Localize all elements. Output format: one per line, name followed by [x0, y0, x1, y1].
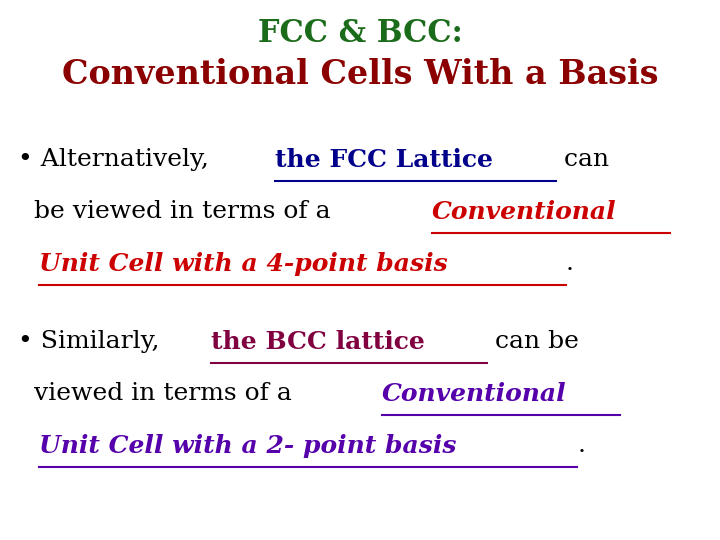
Text: Conventional: Conventional — [382, 382, 567, 406]
Text: .: . — [577, 434, 585, 457]
Text: Conventional Cells With a Basis: Conventional Cells With a Basis — [62, 58, 658, 91]
Text: Unit Cell with a 4-point basis: Unit Cell with a 4-point basis — [39, 252, 447, 276]
Text: • Alternatively,: • Alternatively, — [18, 148, 217, 171]
Text: Conventional: Conventional — [432, 200, 616, 224]
Text: • Similarly,: • Similarly, — [18, 330, 168, 353]
Text: .: . — [566, 252, 574, 275]
Text: be viewed in terms of a: be viewed in terms of a — [18, 200, 338, 223]
Text: the FCC Lattice: the FCC Lattice — [274, 148, 492, 172]
Text: Unit Cell with a 2- point basis: Unit Cell with a 2- point basis — [39, 434, 456, 458]
Text: can be: can be — [487, 330, 579, 353]
Text: can: can — [556, 148, 609, 171]
Text: the BCC lattice: the BCC lattice — [211, 330, 425, 354]
Text: viewed in terms of a: viewed in terms of a — [18, 382, 300, 405]
Text: FCC & BCC:: FCC & BCC: — [258, 18, 462, 49]
